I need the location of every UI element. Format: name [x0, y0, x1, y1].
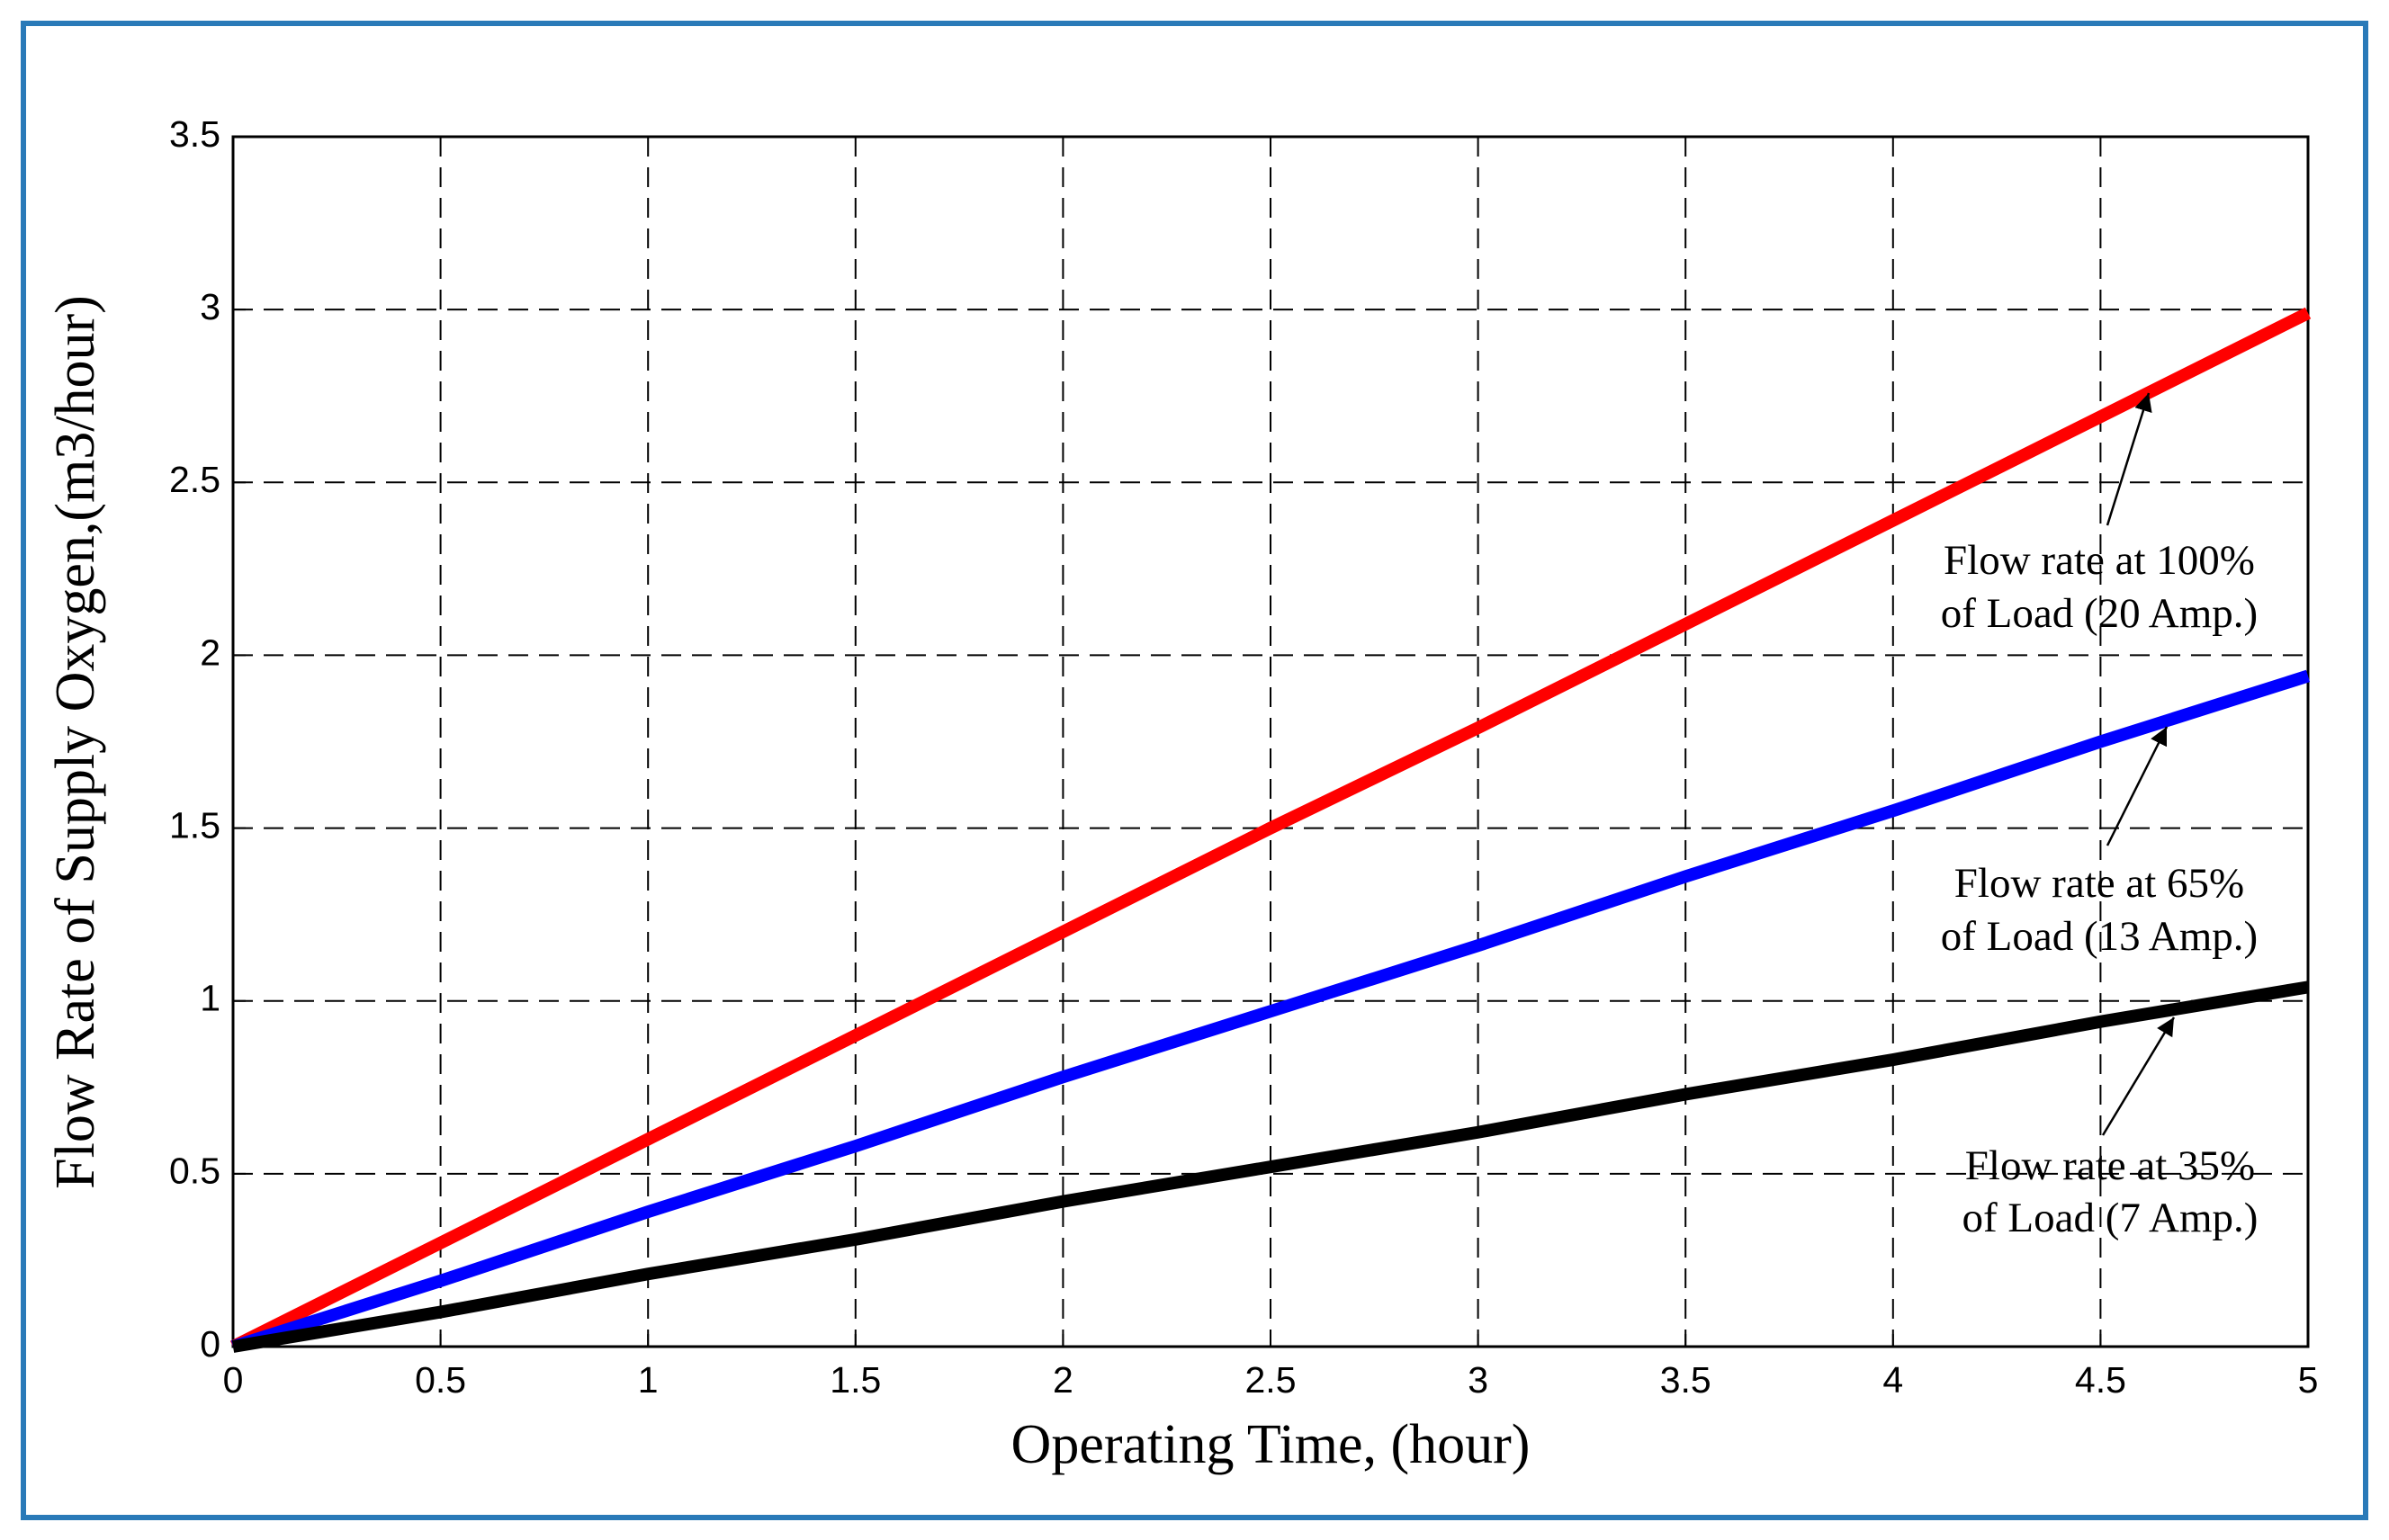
- frame: [21, 21, 2368, 1520]
- annotation-arrow: [2101, 1016, 2176, 1136]
- line: [229, 307, 2312, 1353]
- y-tick-label: 3: [200, 286, 220, 327]
- annotation-arrow: [2106, 726, 2169, 846]
- y-tick-label: 2: [200, 631, 220, 673]
- x-tick-label: 0: [223, 1359, 244, 1401]
- x-tick-label: 3: [1468, 1359, 1488, 1401]
- y-tick-label: 3.5: [169, 113, 220, 155]
- y-tick-label: 1: [200, 978, 220, 1019]
- y-tick-label: 1.5: [169, 804, 220, 846]
- y-tick-label: 0: [200, 1323, 220, 1365]
- annotation: of Load (13 Amp.): [1941, 913, 2258, 960]
- x-axis-label: Operating Time, (hour): [1011, 1414, 1531, 1475]
- annotation-arrow: [2106, 392, 2152, 526]
- line: [231, 980, 2310, 1353]
- x-tick-label: 1: [638, 1359, 659, 1401]
- x-tick-label: 4: [1882, 1359, 1903, 1401]
- plot-area: [231, 135, 2310, 1348]
- x-tick-label: 2: [1053, 1359, 1073, 1401]
- y-tick-label: 2.5: [169, 459, 220, 500]
- annotation: Flow rate at 65%: [1954, 860, 2244, 907]
- annotation: of Load (7 Amp.): [1962, 1195, 2259, 1241]
- x-tick-label: 0.5: [415, 1359, 466, 1401]
- annotation: Flow rate at 35%: [1965, 1142, 2255, 1189]
- y-tick-label: 0.5: [169, 1151, 220, 1192]
- annotation: Flow rate at 100%: [1944, 537, 2255, 584]
- x-tick-label: 3.5: [1660, 1359, 1711, 1401]
- x-tick-label: 5: [2298, 1359, 2319, 1401]
- y-axis-label: Flow Rate of Supply Oxygen,(m3/hour): [45, 295, 106, 1189]
- x-tick-label: 4.5: [2075, 1359, 2126, 1401]
- annotation: of Load (20 Amp.): [1941, 590, 2258, 637]
- x-tick-label: 2.5: [1245, 1359, 1297, 1401]
- x-tick-label: 1.5: [830, 1359, 881, 1401]
- line: [230, 669, 2311, 1353]
